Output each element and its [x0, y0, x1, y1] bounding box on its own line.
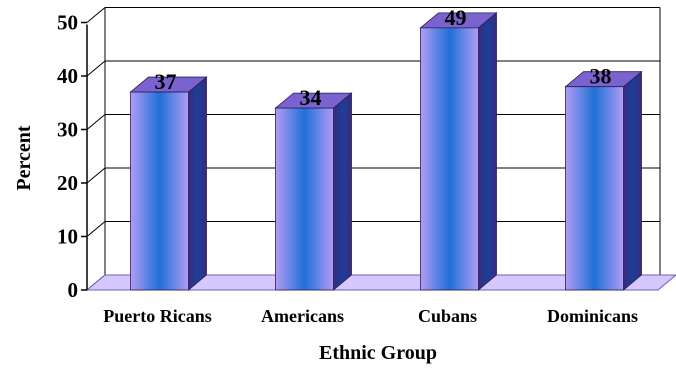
- x-category-label: Puerto Ricans: [103, 306, 211, 326]
- bar-side: [188, 76, 207, 291]
- y-tick-label: 0: [68, 278, 79, 302]
- x-axis-title: Ethnic Group: [319, 342, 437, 364]
- bar: 49: [419, 5, 498, 291]
- bar-side: [623, 70, 642, 291]
- bar: 38: [564, 64, 643, 291]
- gridline-connector: [86, 221, 106, 237]
- x-category-label: Americans: [261, 306, 344, 326]
- y-tick-label: 10: [57, 225, 78, 249]
- data-label: 38: [590, 64, 612, 89]
- x-category-label: Dominicans: [547, 306, 638, 326]
- bar-front: [275, 107, 334, 291]
- bar-front: [565, 86, 624, 291]
- bar: 37: [129, 69, 208, 291]
- y-tick-label: 40: [57, 64, 78, 88]
- x-category-labels: Puerto Ricans Americans Cubans Dominicans: [103, 306, 638, 326]
- bar-front: [130, 91, 189, 291]
- y-tick-label: 30: [57, 118, 78, 142]
- data-label: 34: [300, 85, 322, 110]
- gridline-connector: [86, 114, 106, 130]
- y-tick-label: 50: [57, 11, 78, 35]
- bar: 34: [274, 85, 353, 291]
- data-label: 49: [445, 5, 467, 30]
- y-axis-title: Percent: [13, 125, 35, 190]
- gridline-connector: [86, 167, 106, 184]
- y-tick-label: 20: [57, 171, 78, 195]
- bar-side: [333, 92, 352, 291]
- data-label: 37: [155, 69, 177, 94]
- bars: 37 34 49 38: [129, 5, 643, 291]
- x-category-label: Cubans: [418, 306, 477, 326]
- gridline-connector: [86, 60, 106, 77]
- y-tick-labels: 0 10 20 30 40 50: [57, 11, 78, 303]
- gridline-connector: [86, 7, 106, 23]
- bar-front: [420, 27, 479, 291]
- axes: [81, 21, 88, 291]
- bar-side: [478, 11, 497, 291]
